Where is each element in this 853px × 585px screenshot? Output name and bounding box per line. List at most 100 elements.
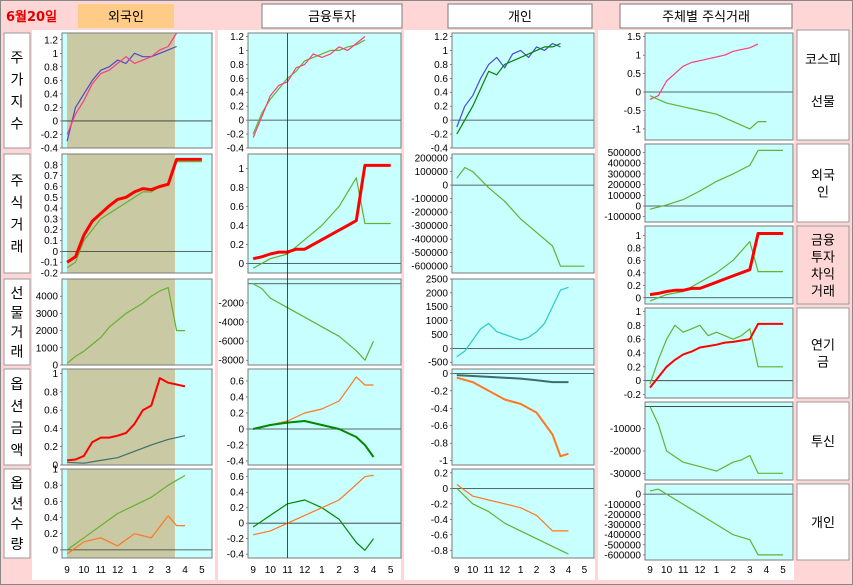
session-highlight — [67, 469, 175, 558]
chart-ind_stock: 200000 100000 0 -100000 -200000 -300000 -40000… — [411, 153, 595, 274]
y-tick-label: 0.2 — [627, 281, 641, 292]
y-tick-label: 1 — [238, 164, 244, 175]
series-red — [252, 163, 391, 261]
y-tick-label: 0.8 — [627, 321, 641, 332]
y-tick-label: -600000 — [411, 262, 448, 273]
row-label-box — [3, 32, 31, 149]
plot-frame — [644, 401, 794, 481]
x-tick-label: 3 — [550, 565, 556, 576]
y-tick-label: 1.2 — [230, 32, 244, 43]
x-tick-label: 9 — [250, 565, 256, 576]
right-label-box — [796, 225, 850, 305]
y-tick-label: 2000 — [36, 326, 59, 337]
right-label-box — [796, 307, 850, 399]
series-red — [649, 232, 783, 297]
plot-area — [644, 483, 794, 561]
x-tick-label: 11 — [484, 565, 495, 576]
y-tick-label: 0 — [635, 376, 641, 387]
plot-frame — [61, 368, 213, 466]
series-orange — [66, 515, 185, 555]
plot-area — [247, 32, 402, 149]
x-tick-label: 10 — [661, 565, 673, 576]
y-tick-label: 0.1 — [44, 236, 58, 247]
y-tick-label: 100000 — [415, 167, 449, 178]
chart-sub_indiv: 0-100000-200000-300000-400000-500000-600… — [604, 483, 794, 561]
y-tick-label: 0 — [238, 259, 244, 270]
y-tick-label: 0.4 — [230, 88, 244, 99]
y-tick-label: 1.2 — [434, 32, 448, 43]
y-tick-label: -30000 — [610, 469, 642, 480]
y-tick-label: 0.8 — [44, 387, 58, 398]
plot-area — [644, 32, 794, 141]
y-tick-label: 1 — [635, 51, 641, 62]
chart-sub_pension: 1 0.8 0.6 0.4 0.2 0 -0.2 — [624, 307, 794, 401]
x-tick-label: 3 — [165, 565, 171, 576]
x-tick-label: 4 — [371, 565, 377, 576]
x-tick-label: 4 — [182, 565, 188, 576]
y-tick-label: -500 — [428, 358, 448, 369]
y-tick-label: -500000 — [604, 540, 641, 551]
row-label-box — [3, 368, 31, 466]
right-label-box — [796, 29, 850, 141]
x-tick-label: 9 — [647, 565, 653, 576]
y-tick-label: 0 — [442, 369, 448, 380]
y-tick-label: 1 — [52, 369, 58, 380]
chart-fi_futures: -2000 -4000 -6000 -8000 — [218, 278, 402, 367]
chart-ind_index: 1.2 1 0.8 0.6 0.4 0.2 0 -0.2 -0.4 — [431, 32, 595, 155]
series-teal — [67, 435, 186, 464]
y-tick-label: 0 — [52, 116, 58, 127]
y-tick-label: 500 — [431, 330, 448, 341]
x-tick-label: 10 — [265, 565, 277, 576]
y-tick-label: 0 — [635, 88, 641, 99]
y-tick-label: -6000 — [218, 337, 244, 348]
y-tick-label: 1 — [52, 49, 58, 60]
y-tick-label: 0.3 — [44, 214, 58, 225]
y-tick-label: 0.2 — [627, 362, 641, 373]
y-tick-label: -100000 — [604, 500, 641, 511]
y-tick-label: 0 — [238, 116, 244, 127]
series-green — [649, 95, 767, 130]
plot-frame — [644, 225, 794, 305]
x-tick-label: 11 — [678, 565, 689, 576]
y-tick-label: 2000 — [426, 288, 449, 299]
y-tick-label: 0.6 — [44, 76, 58, 87]
y-tick-label: 1500 — [426, 302, 449, 313]
y-tick-label: 0 — [52, 545, 58, 556]
y-tick-label: 1000 — [426, 316, 449, 327]
y-tick-label: -400000 — [411, 235, 448, 246]
y-tick-label: 1 — [635, 307, 641, 318]
y-tick-label: -0.8 — [431, 546, 449, 557]
series-darkgreen — [252, 420, 375, 458]
y-tick-label: 1 — [635, 231, 641, 242]
y-tick-label: 0.4 — [44, 513, 58, 524]
x-tick-label: 12 — [499, 565, 511, 576]
plot-frame — [451, 278, 595, 366]
y-tick-label: -10000 — [610, 424, 642, 435]
y-tick-label: 300000 — [608, 169, 642, 180]
series-pink — [252, 36, 366, 138]
plot-frame — [451, 468, 595, 559]
y-tick-label: -0.6 — [431, 530, 449, 541]
y-tick-label: -0.4 — [227, 457, 245, 468]
y-tick-label: -0.8 — [431, 439, 449, 450]
x-tick-label: 9 — [64, 565, 70, 576]
x-tick-label: 2 — [534, 565, 540, 576]
series-orange — [253, 474, 374, 536]
y-tick-label: -200000 — [604, 510, 641, 521]
x-tick-label: 2 — [149, 565, 155, 576]
y-tick-label: 0.5 — [44, 193, 58, 204]
y-tick-label: -300000 — [411, 221, 448, 232]
right-label-box — [796, 143, 850, 223]
y-tick-label: -600000 — [604, 550, 641, 561]
y-tick-label: 0.7 — [44, 171, 58, 182]
series-green — [649, 241, 783, 302]
x-tick-label: 1 — [518, 565, 524, 576]
y-tick-label: -0.4 — [227, 144, 245, 155]
plot-frame — [247, 278, 402, 366]
y-tick-label: 0.4 — [44, 89, 58, 100]
y-tick-label: -4000 — [218, 318, 244, 329]
y-tick-label: -0.2 — [431, 386, 449, 397]
y-tick-label: -0.2 — [227, 534, 245, 545]
x-tick-label: 2 — [730, 565, 736, 576]
header-foreign-highlight — [78, 4, 174, 28]
